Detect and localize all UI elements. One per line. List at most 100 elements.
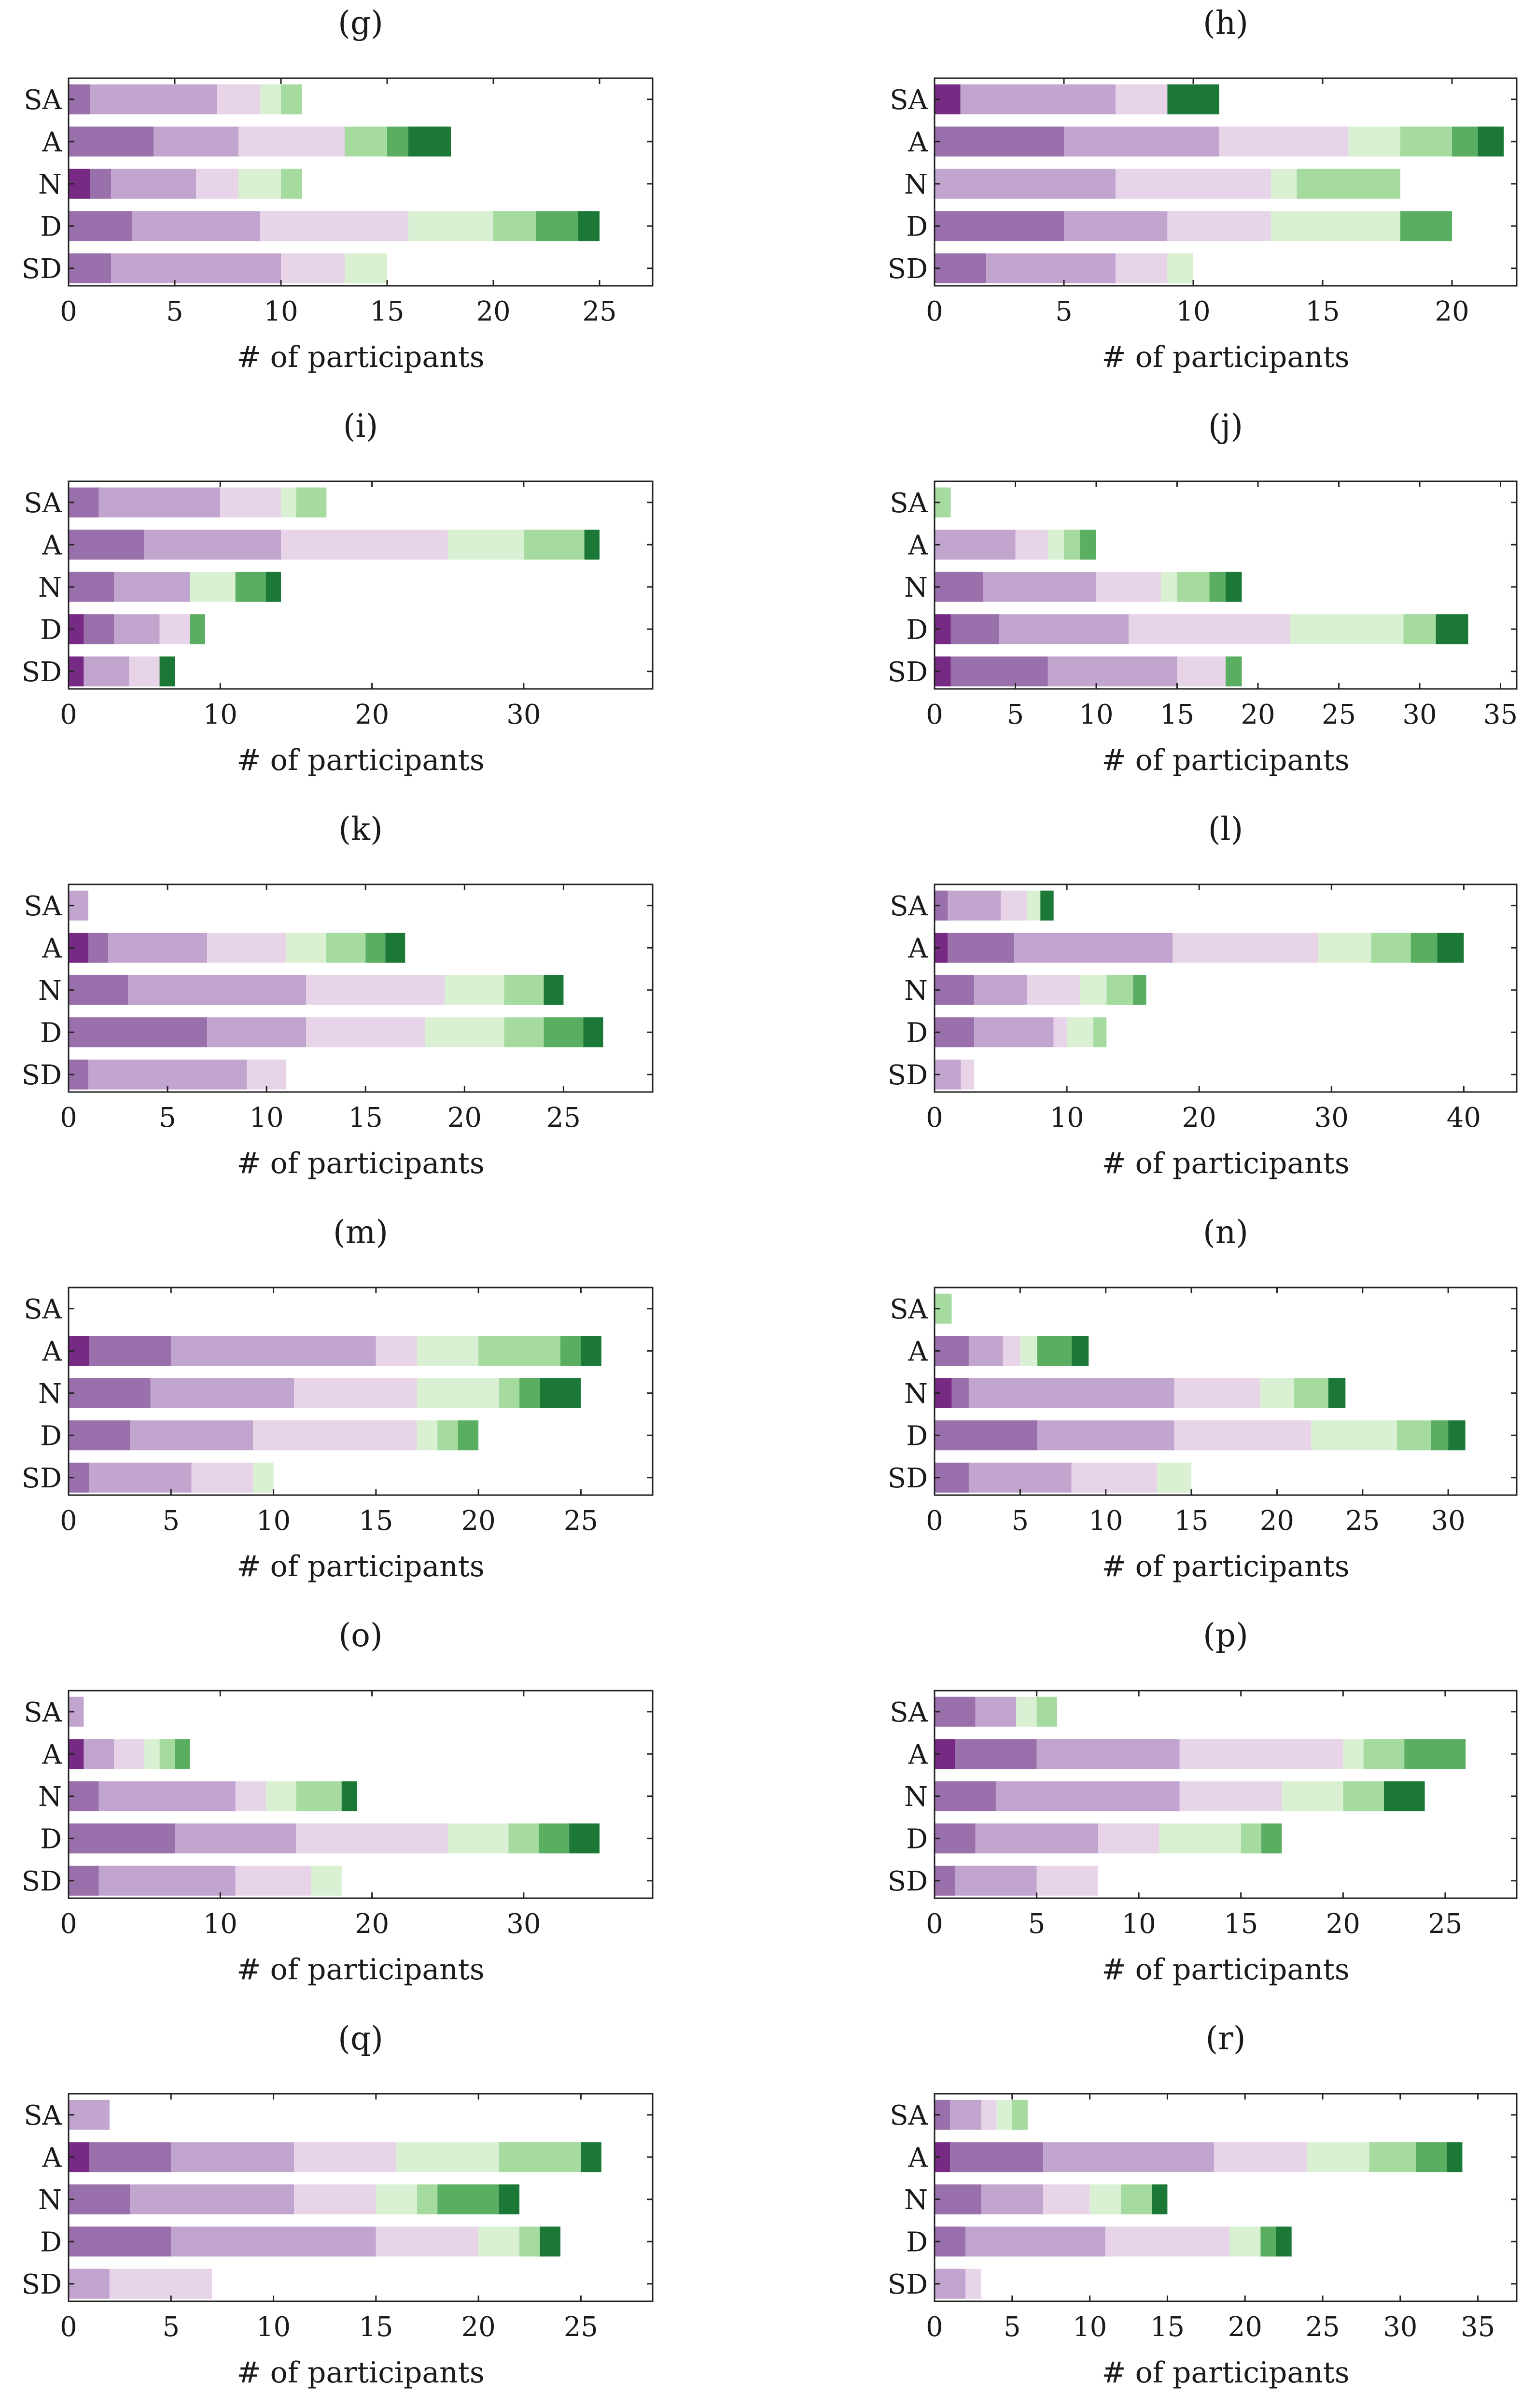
bar-segment — [132, 211, 260, 241]
category-label: SD — [22, 1060, 62, 1091]
bar-segment — [238, 168, 281, 199]
bar-segment — [1152, 2184, 1168, 2214]
bar-segment — [523, 530, 585, 560]
panel-label: (o) — [338, 1617, 382, 1654]
category-label: A — [908, 2142, 928, 2173]
bar-segment — [1276, 2226, 1292, 2257]
bar-segment — [1093, 1017, 1107, 1048]
bar-segment — [235, 572, 266, 602]
bar-segment — [1271, 168, 1297, 199]
category-label: SD — [22, 1866, 62, 1897]
panel-label: (l) — [1208, 811, 1243, 848]
category-label: D — [40, 211, 62, 242]
x-tick-label: 20 — [461, 2311, 495, 2343]
bar-segment — [539, 1823, 570, 1854]
bar-segment — [1071, 1336, 1089, 1366]
bar-segment — [1116, 84, 1168, 114]
bar-segment — [1003, 1336, 1020, 1366]
bar-segment — [1067, 1017, 1093, 1048]
x-tick-label: 10 — [1122, 1908, 1156, 1940]
x-tick-label: 20 — [476, 296, 510, 327]
bar-segment — [171, 2142, 294, 2172]
bar-segment — [281, 253, 345, 283]
bar-segment — [478, 2226, 520, 2257]
bar-segment — [974, 975, 1027, 1005]
x-tick-label: 5 — [1055, 296, 1073, 327]
panel-label: (i) — [343, 407, 378, 445]
bar-segment — [996, 2100, 1012, 2130]
axes-frame — [68, 480, 654, 690]
bar-segment — [69, 1378, 151, 1408]
bar-segment — [975, 1823, 1098, 1854]
x-axis-label: # of participants — [237, 1550, 484, 1583]
x-tick-label: 25 — [1322, 699, 1356, 730]
category-label: A — [42, 933, 62, 964]
x-tick-label: 25 — [1305, 2311, 1340, 2343]
x-tick-label: 20 — [461, 1505, 495, 1537]
x-tick-label: 20 — [1182, 1102, 1216, 1134]
bar-segment — [1271, 211, 1400, 241]
x-tick-label: 30 — [1314, 1102, 1349, 1134]
category-label: D — [906, 1823, 928, 1855]
bar-segment — [504, 1017, 544, 1048]
x-tick-label: 25 — [564, 2311, 598, 2343]
bar-segment — [296, 487, 327, 518]
bar-segment — [1174, 1420, 1312, 1451]
bar-row-n — [935, 975, 1146, 1005]
panel-m: (m) SA AND SD 0 5 10 15 20 25 # of participants — [22, 1214, 654, 1583]
bar-segment — [69, 253, 111, 283]
bar-segment — [935, 126, 1064, 157]
panel-h: (h) SA AND SD 0 5 10 15 20 # of participants — [888, 4, 1518, 374]
bar-segment — [1436, 614, 1468, 644]
bar-segment — [190, 572, 236, 602]
bar-row-sd — [935, 2268, 981, 2299]
bar-segment — [1053, 1017, 1067, 1048]
x-tick-label: 10 — [203, 699, 237, 730]
x-tick-label: 25 — [564, 1505, 598, 1537]
x-tick-label: 15 — [1150, 2311, 1185, 2343]
x-tick-label: 20 — [1228, 2311, 1262, 2343]
category-label: D — [906, 1420, 928, 1452]
bar-segment — [196, 168, 238, 199]
bar-segment — [69, 530, 145, 560]
x-axis-label: # of participants — [1102, 1147, 1349, 1180]
x-tick-label: 20 — [1241, 699, 1275, 730]
panel-i: (i) SA AND SD 0 10 20 30 # of participants — [22, 407, 654, 777]
bar-segment — [1431, 1420, 1449, 1451]
axes-frame — [68, 1690, 654, 1899]
bar-segment — [114, 572, 190, 602]
bar-segment — [69, 975, 128, 1005]
x-tick-label: 10 — [250, 1102, 284, 1134]
bar-row-d — [69, 1420, 479, 1451]
category-label: N — [904, 169, 928, 200]
bar-segment — [1177, 656, 1226, 686]
x-tick-label: 10 — [256, 1505, 291, 1537]
x-tick-label: 0 — [926, 1505, 943, 1537]
bar-segment — [1174, 1378, 1260, 1408]
bar-row-sd — [69, 656, 175, 686]
bar-segment — [376, 2184, 417, 2214]
bar-segment — [1403, 614, 1436, 644]
bar-segment — [1371, 933, 1411, 963]
x-tick-label: 30 — [506, 699, 541, 730]
bar-segment — [1179, 1739, 1343, 1769]
bar-segment — [69, 1420, 130, 1451]
bar-segment — [1159, 1823, 1241, 1854]
category-label: A — [908, 1739, 928, 1770]
bar-row-d — [69, 614, 205, 644]
bar-row-n — [935, 1781, 1425, 1811]
x-axis-label: # of participants — [237, 1953, 484, 1987]
bar-segment — [417, 2184, 438, 2214]
x-tick-label: 15 — [370, 296, 404, 327]
category-label: SA — [24, 891, 62, 922]
category-label: SA — [890, 891, 928, 922]
bar-row-n — [69, 2184, 520, 2214]
x-tick-label: 30 — [1431, 1505, 1465, 1537]
bar-segment — [191, 1462, 253, 1493]
x-tick-label: 25 — [1345, 1505, 1380, 1537]
bar-segment — [948, 933, 1014, 963]
category-label: SD — [888, 1866, 928, 1897]
bar-segment — [955, 1865, 1037, 1896]
bar-segment — [1133, 975, 1146, 1005]
panel-p: (p) SA AND SD 0 5 10 15 20 25 # of participants — [888, 1617, 1518, 1987]
